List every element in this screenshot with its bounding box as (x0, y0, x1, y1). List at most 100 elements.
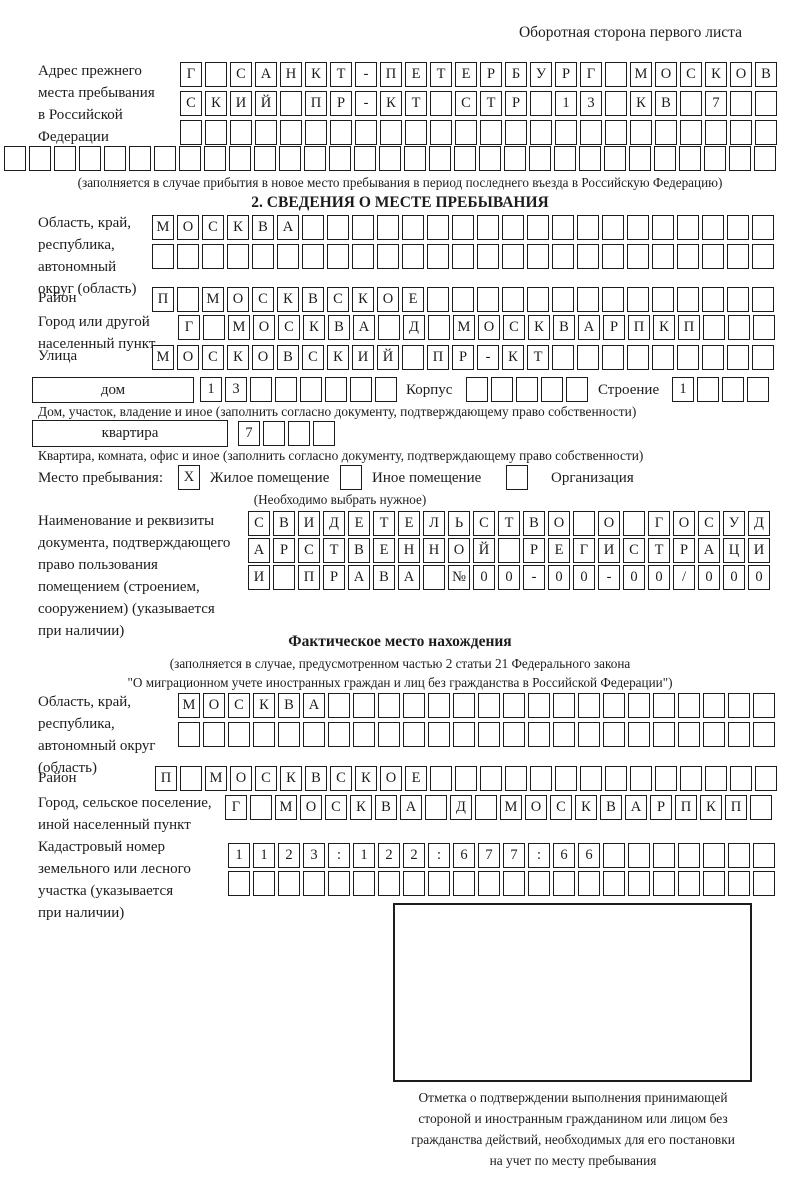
char-box[interactable]: Й (377, 345, 399, 370)
char-box[interactable] (677, 345, 699, 370)
char-box[interactable] (530, 91, 552, 116)
char-box[interactable] (452, 215, 474, 240)
char-box[interactable]: С (298, 538, 320, 563)
char-box[interactable]: И (230, 91, 252, 116)
char-box[interactable] (753, 843, 775, 868)
char-box[interactable] (755, 766, 777, 791)
char-box[interactable]: Г (580, 62, 602, 87)
char-box[interactable] (379, 146, 401, 171)
char-box[interactable] (678, 871, 700, 896)
char-box[interactable]: Е (455, 62, 477, 87)
char-box[interactable] (428, 722, 450, 747)
char-box[interactable]: 0 (548, 565, 570, 590)
char-box[interactable]: С (230, 62, 252, 87)
char-box[interactable] (530, 766, 552, 791)
char-box[interactable] (627, 287, 649, 312)
char-box[interactable]: В (553, 315, 575, 340)
char-box[interactable] (203, 315, 225, 340)
char-box[interactable]: Ц (723, 538, 745, 563)
char-box[interactable]: 0 (748, 565, 770, 590)
char-box[interactable] (277, 244, 299, 269)
char-box[interactable]: В (273, 511, 295, 536)
char-box[interactable] (580, 120, 602, 145)
char-box[interactable] (328, 722, 350, 747)
char-box[interactable]: Р (603, 315, 625, 340)
char-box[interactable] (280, 91, 302, 116)
char-box[interactable] (566, 377, 588, 402)
char-box[interactable]: 6 (553, 843, 575, 868)
char-box[interactable]: Т (498, 511, 520, 536)
char-box[interactable]: 0 (698, 565, 720, 590)
char-box[interactable] (747, 377, 769, 402)
char-box[interactable]: Р (323, 565, 345, 590)
char-box[interactable] (529, 146, 551, 171)
char-box[interactable]: 1 (253, 843, 275, 868)
char-box[interactable] (577, 345, 599, 370)
char-box[interactable] (430, 120, 452, 145)
char-box[interactable] (573, 511, 595, 536)
char-box[interactable] (288, 421, 310, 446)
char-box[interactable] (304, 146, 326, 171)
char-box[interactable]: К (355, 766, 377, 791)
char-box[interactable]: 1 (228, 843, 250, 868)
char-box[interactable] (477, 215, 499, 240)
char-box[interactable]: Т (405, 91, 427, 116)
char-box[interactable] (330, 120, 352, 145)
char-box[interactable] (702, 287, 724, 312)
char-box[interactable] (578, 722, 600, 747)
char-box[interactable]: О (230, 766, 252, 791)
char-box[interactable]: 6 (453, 843, 475, 868)
char-box[interactable]: 7 (238, 421, 260, 446)
char-box[interactable] (530, 120, 552, 145)
char-box[interactable]: О (377, 287, 399, 312)
char-box[interactable]: М (178, 693, 200, 718)
char-box[interactable]: Е (398, 511, 420, 536)
char-box[interactable]: И (598, 538, 620, 563)
char-box[interactable]: 3 (580, 91, 602, 116)
char-box[interactable]: 0 (473, 565, 495, 590)
char-box[interactable] (428, 693, 450, 718)
char-box[interactable]: Р (505, 91, 527, 116)
char-box[interactable] (552, 215, 574, 240)
char-box[interactable]: В (600, 795, 622, 820)
char-box[interactable] (453, 693, 475, 718)
char-box[interactable]: О (227, 287, 249, 312)
char-box[interactable] (722, 377, 744, 402)
char-box[interactable] (653, 843, 675, 868)
char-box[interactable] (79, 146, 101, 171)
char-box[interactable] (453, 871, 475, 896)
char-box[interactable] (403, 722, 425, 747)
char-box[interactable] (677, 215, 699, 240)
char-box[interactable]: В (328, 315, 350, 340)
char-box[interactable]: А (303, 693, 325, 718)
char-box[interactable]: Й (473, 538, 495, 563)
char-box[interactable] (752, 345, 774, 370)
char-box[interactable] (491, 377, 513, 402)
char-box[interactable] (152, 244, 174, 269)
char-box[interactable]: С (503, 315, 525, 340)
char-box[interactable]: В (348, 538, 370, 563)
char-box[interactable]: О (177, 215, 199, 240)
char-box[interactable] (680, 91, 702, 116)
char-box[interactable]: Т (527, 345, 549, 370)
char-box[interactable]: Г (573, 538, 595, 563)
char-box[interactable] (177, 244, 199, 269)
char-box[interactable]: Е (548, 538, 570, 563)
char-box[interactable] (728, 843, 750, 868)
char-box[interactable] (355, 120, 377, 145)
char-box[interactable] (728, 871, 750, 896)
char-box[interactable]: А (255, 62, 277, 87)
char-box[interactable] (680, 766, 702, 791)
char-box[interactable]: В (373, 565, 395, 590)
char-box[interactable] (403, 871, 425, 896)
char-box[interactable] (502, 287, 524, 312)
char-box[interactable] (602, 287, 624, 312)
char-box[interactable]: М (152, 215, 174, 240)
char-box[interactable] (605, 120, 627, 145)
char-box[interactable]: А (625, 795, 647, 820)
char-box[interactable] (228, 871, 250, 896)
char-box[interactable]: А (578, 315, 600, 340)
char-box[interactable] (202, 244, 224, 269)
char-box[interactable]: О (673, 511, 695, 536)
char-box[interactable] (250, 795, 272, 820)
